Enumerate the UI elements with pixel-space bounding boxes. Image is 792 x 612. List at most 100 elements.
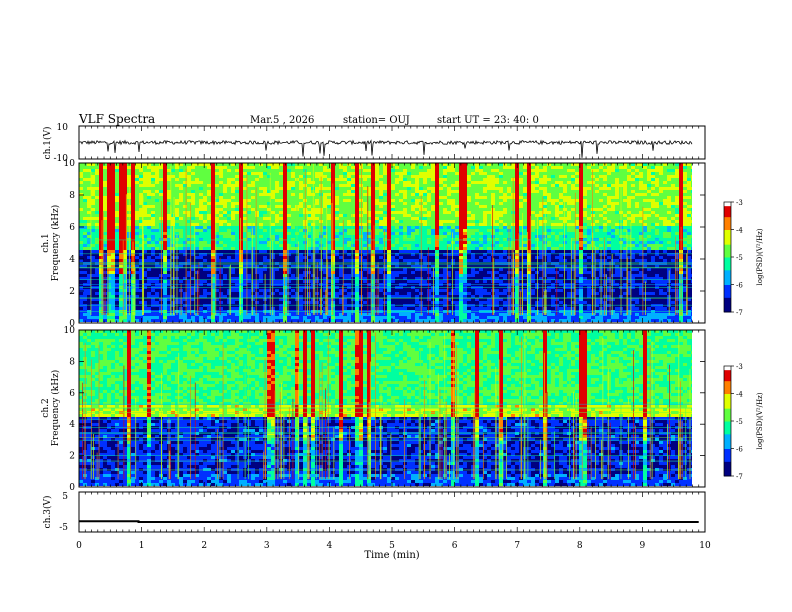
spec-cell [255,190,260,194]
spec-cell [207,217,212,221]
spec-cell [379,217,384,221]
spec-cell [147,181,152,185]
spec-cell [603,184,608,188]
spec-cell [211,250,216,254]
spec-cell [451,187,456,191]
spec-cell [455,226,460,230]
spec-cell [439,253,444,257]
spec-cell [547,217,552,221]
spec-cell [203,253,208,257]
spec-cell [475,235,480,239]
spec-cell [535,163,540,167]
spec-cell [643,244,648,248]
spec-cell [491,187,496,191]
spec-cell [503,226,508,230]
spec-cell [675,178,680,182]
spec-cell [247,217,252,221]
spec-cell [551,220,556,224]
spec-cell [447,220,452,224]
spec-cell [219,190,224,194]
spec-cell [483,247,488,251]
spec-cell [427,196,432,200]
spec-cell [147,223,152,227]
spec-cell [675,190,680,194]
spec-cell [159,163,164,167]
spec-cell [631,229,636,233]
spec-cell [499,226,504,230]
spec-cell [123,184,128,188]
spec-cell [691,193,692,197]
spec-cell [603,223,608,227]
spec-cell [155,205,160,209]
spec-cell [567,163,572,167]
spec-cell [315,172,320,176]
spec-cell [607,202,612,206]
spec-cell [503,202,508,206]
spec-cell [223,196,228,200]
spec-cell [191,226,196,230]
spec-cell [555,226,560,230]
spec-cell [523,235,528,239]
spec-cell [367,178,372,182]
spec-cell [687,175,692,179]
spec-cell [447,178,452,182]
spec-cell [343,241,348,245]
spec-cell [339,193,344,197]
spec-cell [91,217,96,221]
spec-cell [647,244,652,248]
spec-cell [599,244,604,248]
spec-cell [111,250,116,254]
spec-cell [147,250,152,254]
spec-cell [475,226,480,230]
spec-cell [95,163,100,167]
spec-cell [147,169,152,173]
spec-cell [655,232,660,236]
spec-cell [135,217,140,221]
spec-cell [575,211,580,215]
spec-cell [411,187,416,191]
spec-cell [503,172,508,176]
spec-cell [691,184,692,188]
spec-cell [335,184,340,188]
spec-cell [559,226,564,230]
spec-cell [559,175,564,179]
spec-cell [171,202,176,206]
spec-cell [179,163,184,167]
chart-title: VLF Spectra [79,112,156,126]
spec-cell [603,178,608,182]
spec-cell [139,226,144,230]
spec-cell [323,244,328,248]
spec-cell [451,181,456,185]
spec-cell [159,187,164,191]
spec-cell [247,244,252,248]
spec-cell [575,226,580,230]
spec-cell [215,229,220,233]
spec-cell [351,184,356,188]
spec-cell [391,235,396,239]
spec-cell [483,208,488,212]
spec-cell [547,229,552,233]
spec-cell [327,217,332,221]
spec-cell [327,223,332,227]
spec-cell [411,172,416,176]
spec-cell [663,172,668,176]
spec-cell [151,235,156,239]
spec-cell [367,253,372,257]
spec-cell [223,208,228,212]
spec-cell [491,193,496,197]
spec-cell [91,175,96,179]
spec-cell [475,181,480,185]
spec-cell [259,184,264,188]
spec-cell [603,208,608,212]
spec-cell [371,202,376,206]
spec-cell [459,220,464,224]
spec-cell [355,253,360,257]
spec-cell [603,166,608,170]
spec-cell [671,244,676,248]
spec-cell [607,217,612,221]
spec-cell [259,235,264,239]
spec-cell [459,214,464,218]
spec-cell [563,196,568,200]
spec-cell [203,229,208,233]
spec-cell [623,163,628,167]
